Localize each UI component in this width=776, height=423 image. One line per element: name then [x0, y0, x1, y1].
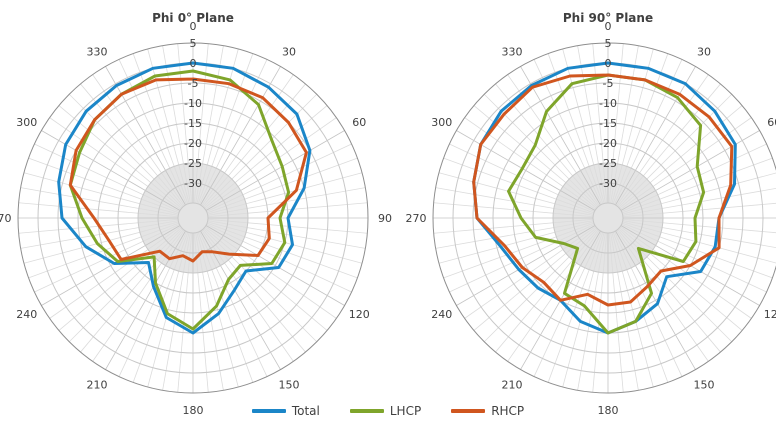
- polar-chart-1: 5 0 -5 -10 -15 -20 -25 -30 0 30 60 90 120 150 180 210 24…: [0, 11, 392, 417]
- polar-chart-2: 50-5-10-15-20-25-30030609012015018021024…: [406, 11, 776, 417]
- radial-tick-label: 0: [190, 57, 197, 70]
- radial-tick-label: -20: [184, 137, 202, 150]
- ring: [552, 162, 664, 274]
- ring: [532, 142, 684, 294]
- chart-title: Phi 0° Plane: [152, 11, 234, 25]
- angle-tick-label: 330: [87, 46, 108, 59]
- series-lhcp: [68, 69, 291, 331]
- series-rhcp: [472, 73, 734, 307]
- legend-swatch-lhcp: [349, 409, 384, 413]
- angle-tick-label: 30: [282, 46, 296, 59]
- ring: [592, 202, 624, 234]
- angle-tick-label: 60: [352, 116, 366, 129]
- legend-swatch-total: [251, 409, 286, 413]
- chart-title: Phi 90° Plane: [563, 11, 653, 25]
- radial-tick-label: -5: [188, 77, 199, 90]
- angle-tick-label: 60: [767, 116, 776, 129]
- legend-item-lhcp: LHCP: [349, 404, 422, 418]
- angle-tick-label: 270: [0, 212, 12, 225]
- radial-tick-label: -5: [603, 77, 614, 90]
- ring: [432, 42, 776, 394]
- angle-tick-label: 240: [431, 308, 452, 321]
- radial-tick-label: -30: [184, 177, 202, 190]
- angle-tick-label: 270: [406, 212, 427, 225]
- radial-tick-label: -10: [599, 97, 617, 110]
- radial-tick-label: -20: [599, 137, 617, 150]
- angle-tick-label: 330: [502, 46, 523, 59]
- radial-tick-label: -15: [184, 117, 202, 130]
- radial-tick-label: -15: [599, 117, 617, 130]
- angle-tick-label: 210: [502, 378, 523, 391]
- ring: [57, 82, 329, 354]
- angle-tick-label: 150: [279, 378, 300, 391]
- ring: [177, 202, 209, 234]
- angle-tick-label: 210: [87, 378, 108, 391]
- angle-tick-label: 180: [183, 404, 204, 417]
- legend-label-lhcp: LHCP: [389, 404, 422, 418]
- angle-tick-label: 240: [16, 308, 37, 321]
- legend-label-total: Total: [291, 404, 320, 418]
- angle-tick-label: 90: [378, 212, 392, 225]
- radial-tick-label: 5: [190, 37, 197, 50]
- legend-item-total: Total: [251, 404, 320, 418]
- angle-tick-label: 0: [190, 20, 197, 33]
- series-lhcp: [507, 73, 706, 335]
- angle-tick-label: 120: [764, 308, 776, 321]
- radial-tick-label: 0: [605, 57, 612, 70]
- radial-tick-label: -25: [184, 157, 202, 170]
- ring: [17, 42, 369, 394]
- legend: Total LHCP RHCP: [0, 400, 776, 422]
- angle-tick-label: 300: [431, 116, 452, 129]
- ring: [472, 82, 744, 354]
- legend-item-rhcp: RHCP: [451, 404, 524, 418]
- ring: [137, 162, 249, 274]
- radial-tick-label: -10: [184, 97, 202, 110]
- legend-label-rhcp: RHCP: [491, 404, 525, 418]
- ring: [157, 182, 229, 254]
- radial-tick-label: -25: [599, 157, 617, 170]
- angle-tick-label: 30: [697, 46, 711, 59]
- angle-tick-label: 120: [349, 308, 370, 321]
- series-total: [57, 61, 312, 335]
- angle-tick-label: 150: [694, 378, 715, 391]
- series-rhcp: [68, 77, 308, 263]
- angle-tick-label: 300: [16, 116, 37, 129]
- legend-swatch-rhcp: [451, 409, 486, 413]
- angle-tick-label: 0: [605, 20, 612, 33]
- radial-tick-label: 5: [605, 37, 612, 50]
- ring: [572, 182, 644, 254]
- ring: [512, 122, 704, 314]
- radial-tick-label: -30: [599, 177, 617, 190]
- angle-tick-label: 180: [598, 404, 619, 417]
